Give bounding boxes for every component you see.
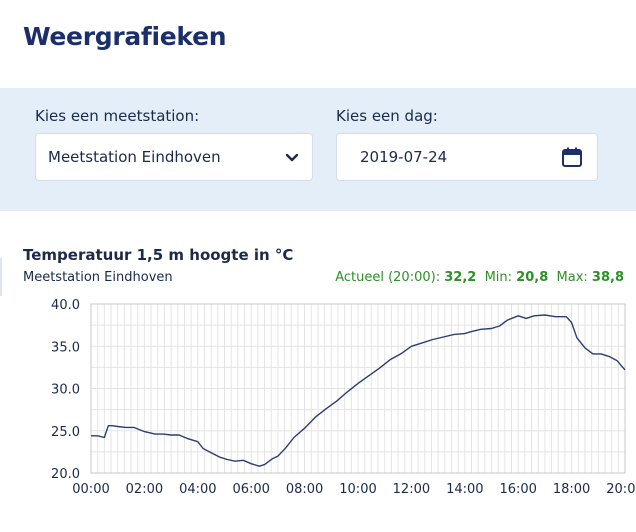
page-title: Weergrafieken [23,22,227,51]
chart-title: Temperatuur 1,5 m hoogte in °C [23,246,294,264]
x-tick-label: 04:00 [179,482,216,497]
date-input-value: 2019-07-24 [360,148,448,166]
min-label: Min: [484,270,513,285]
min-value: 20,8 [516,270,549,285]
max-value: 38,8 [591,270,624,285]
x-tick-label: 12:00 [393,482,430,497]
temperature-chart: 20.0 25.0 30.0 35.0 40.0 00:00 02:00 04:00 06:00… [51,298,636,497]
x-tick-label: 14:00 [446,482,483,497]
temperature-series-line [91,314,626,467]
y-tick-label: 35.0 [51,340,80,355]
x-tick-label: 02:00 [126,482,163,497]
x-tick-label: 00:00 [72,482,109,497]
max-label: Max: [556,270,588,285]
station-select-value: Meetstation Eindhoven [48,148,221,166]
actual-value: 32,2 [444,270,477,285]
y-tick-label: 30.0 [51,383,80,398]
chart-stats: Actueel (20:00): 32,2 Min: 20,8 Max: 38,… [335,270,624,285]
y-tick-label: 40.0 [51,298,80,313]
date-input[interactable]: 2019-07-24 [336,133,598,181]
x-tick-label: 06:00 [232,482,269,497]
station-select[interactable]: Meetstation Eindhoven [35,133,313,181]
left-edge-marker [0,258,2,296]
calendar-icon[interactable] [561,146,583,168]
plot-frame [90,303,626,474]
chevron-down-icon [285,153,299,162]
day-label: Kies een dag: [336,107,438,125]
y-tick-label: 25.0 [51,425,80,440]
x-tick-label: 18:00 [553,482,590,497]
x-tick-label: 16:00 [499,482,536,497]
chart-station: Meetstation Eindhoven [23,270,173,285]
x-tick-label: 20:00 [606,482,636,497]
x-tick-label: 08:00 [286,482,323,497]
y-tick-label: 20.0 [51,467,80,482]
actual-label: Actueel (20:00): [335,270,441,285]
x-tick-label: 10:00 [339,482,376,497]
station-label: Kies een meetstation: [35,107,200,125]
